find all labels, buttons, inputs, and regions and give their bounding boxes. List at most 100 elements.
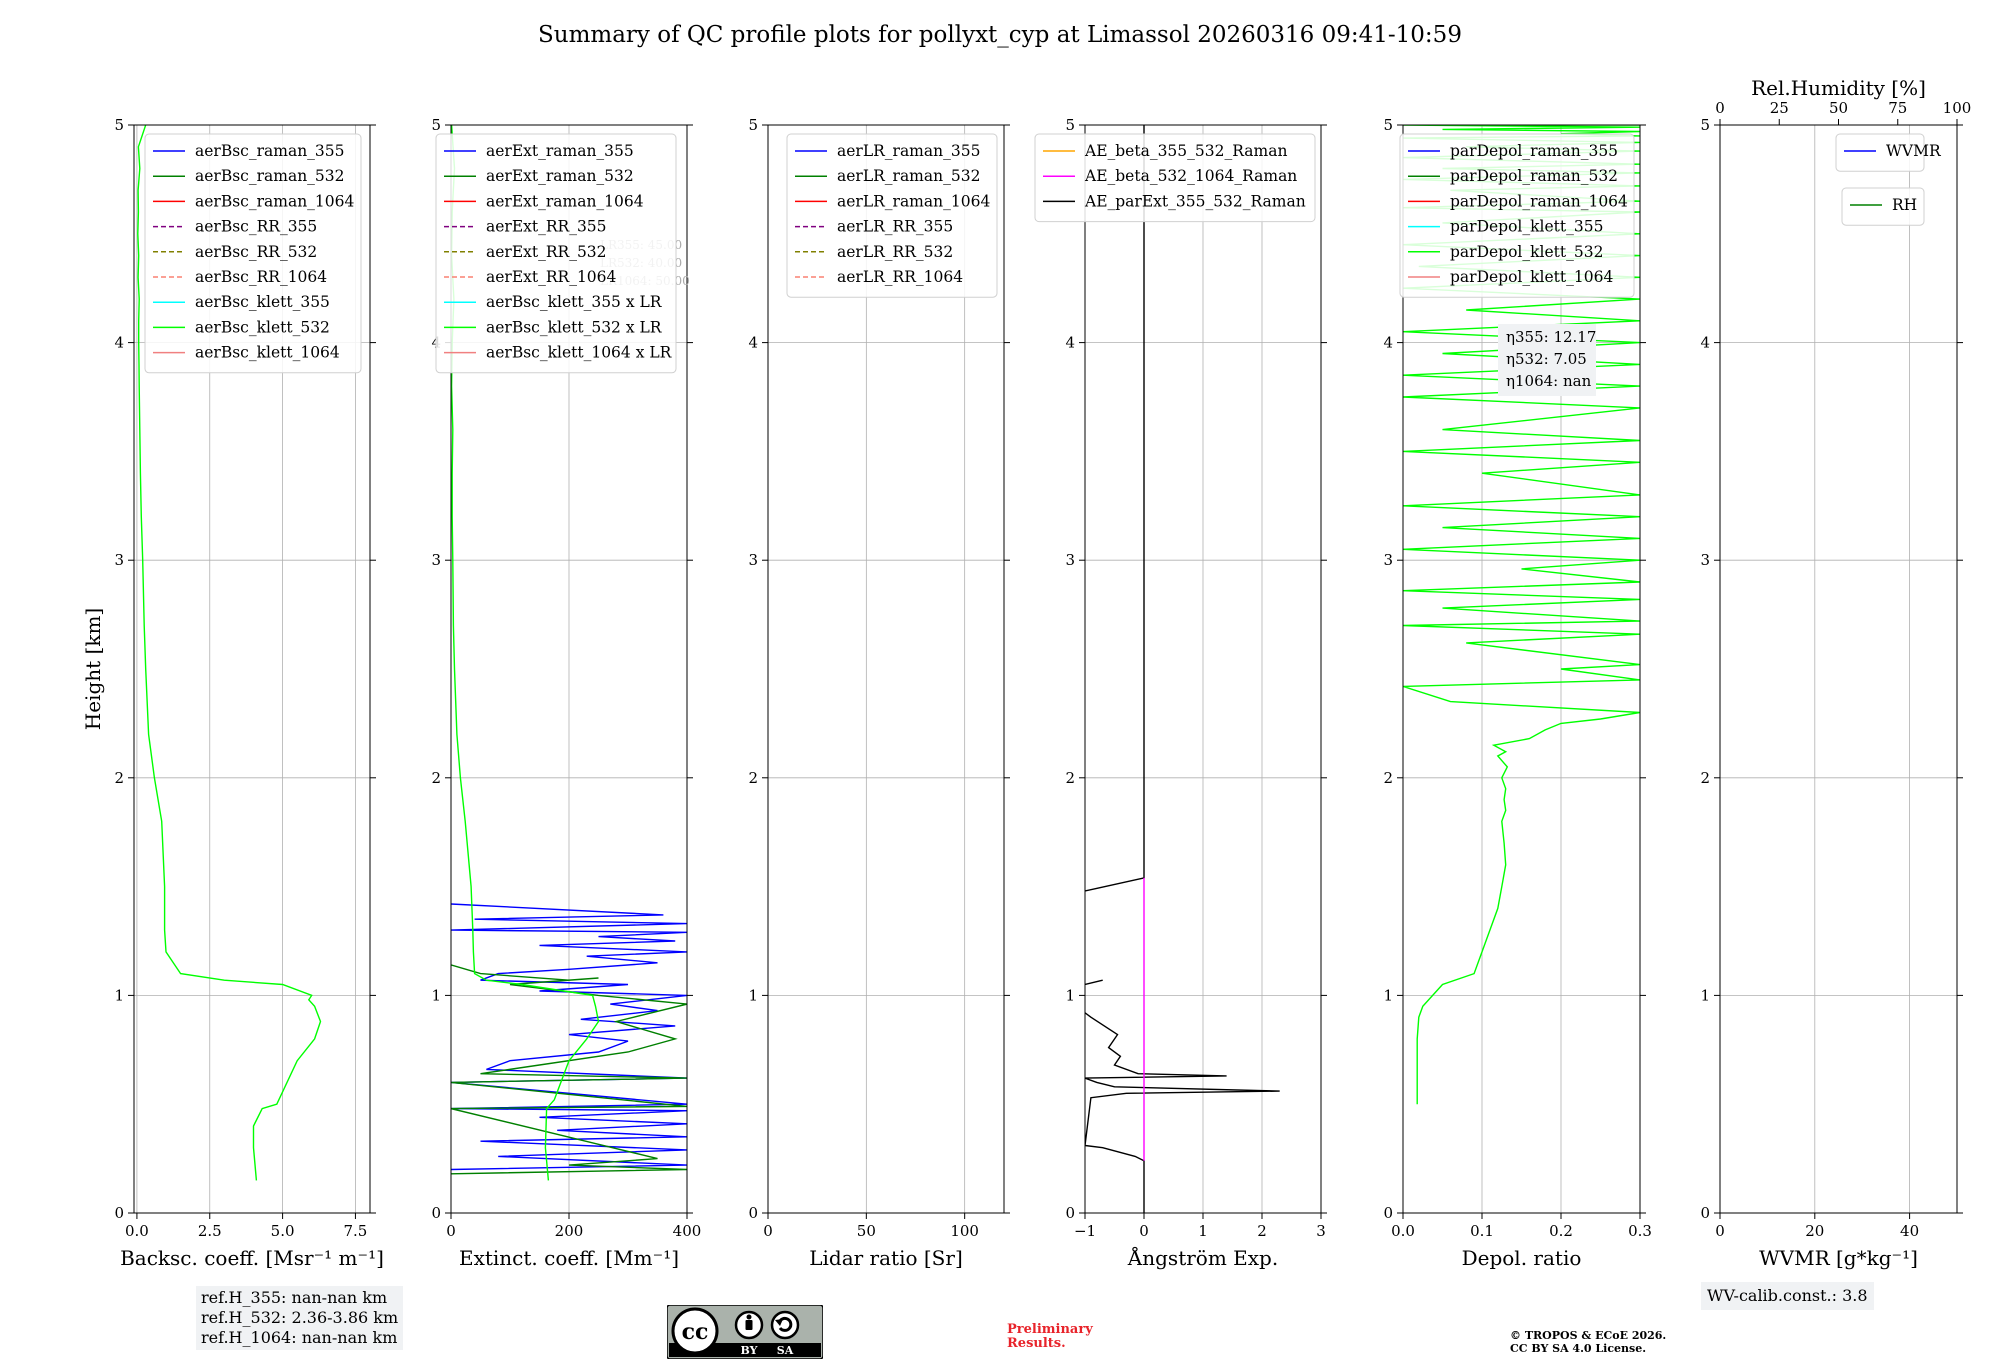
annotation-text: η1064: nan [1506, 372, 1592, 390]
legend-label: parDepol_klett_1064 [1450, 268, 1613, 286]
copyright-line-1: © TROPOS & ECoE 2026. [1510, 1329, 1667, 1342]
y-tick-label: 1 [1700, 986, 1710, 1004]
legend-label: aerBsc_klett_355 x LR [486, 293, 663, 311]
legend-frame [1034, 133, 1316, 223]
y-axis-label: Height [km] [81, 608, 105, 730]
legend-label: AE_beta_355_532_Raman [1084, 142, 1287, 160]
x-tick-label: 3 [1316, 1222, 1326, 1240]
legend-label: aerExt_RR_532 [486, 243, 607, 261]
legend-label: aerLR_raman_355 [837, 142, 980, 160]
top-x-axis-label: Rel.Humidity [%] [1751, 76, 1926, 100]
series-line-aerExt_raman_532 [451, 964, 687, 1175]
legend-label: aerBsc_RR_532 [195, 243, 317, 261]
y-tick-label: 0 [748, 1204, 758, 1222]
legend-label: aerBsc_klett_532 x LR [486, 318, 663, 336]
legend-label: parDepol_klett_532 [1450, 243, 1603, 261]
x-tick-label: 5.0 [271, 1222, 295, 1240]
y-tick-label: 3 [748, 551, 758, 569]
copyright-line-2: CC BY SA 4.0 License. [1510, 1342, 1647, 1355]
legend: aerBsc_raman_355 aerBsc_raman_532 aerBsc_r… [144, 133, 362, 374]
legend-label: AE_beta_532_1064_Raman [1084, 167, 1297, 185]
legend-label: aerBsc_RR_355 [195, 218, 317, 236]
y-tick-label: 1 [1065, 986, 1075, 1004]
x-tick-label: 1 [1198, 1222, 1208, 1240]
x-tick-label: 0.0 [125, 1222, 149, 1240]
legend-label: aerBsc_klett_1064 [195, 344, 340, 362]
annotation-text: η355: 12.17 [1506, 328, 1596, 346]
y-tick-label: 5 [1065, 116, 1075, 134]
y-tick-label: 1 [114, 986, 124, 1004]
y-tick-label: 5 [748, 116, 758, 134]
legend: AE_beta_355_532_Raman AE_beta_532_1064_Ra… [1034, 133, 1316, 223]
legend-label: WVMR [1886, 142, 1942, 160]
top-x-tick-label: 75 [1888, 99, 1907, 117]
legend-label: aerBsc_raman_1064 [195, 192, 355, 210]
legend-label: aerBsc_raman_355 [195, 142, 345, 160]
series-line-aerBsc_klett_532 [137, 125, 322, 1181]
y-tick-label: 2 [1700, 769, 1710, 787]
x-tick-label: 20 [1805, 1222, 1824, 1240]
x-tick-label: 2.5 [198, 1222, 222, 1240]
legend-label: aerBsc_klett_1064 x LR [486, 344, 673, 362]
cc-license-badge: cc BY SA [666, 1304, 824, 1360]
y-tick-label: 4 [748, 334, 758, 352]
subplot-6: 0 20 40 0 1 2 3 4 5 WVMR [g*kg⁻¹] 0 25 50 75 100 Rel.Hu… [1700, 76, 1971, 1270]
legend-label: aerExt_raman_532 [486, 167, 634, 185]
y-tick-label: 3 [114, 551, 124, 569]
legend-frame [144, 133, 362, 374]
x-tick-label: 2 [1257, 1222, 1267, 1240]
y-tick-label: 4 [114, 334, 124, 352]
x-tick-label: 0.3 [1628, 1222, 1652, 1240]
y-tick-label: 2 [431, 769, 441, 787]
figure-title: Summary of QC profile plots for pollyxt_… [538, 22, 1462, 48]
legend-label: AE_parExt_355_532_Raman [1084, 192, 1306, 210]
legend-label: aerExt_RR_355 [486, 218, 607, 236]
subplot-5: 0.0 0.1 0.2 0.3 0 1 2 3 4 5 Depol. ratio η355: 12.1… [1383, 116, 1651, 1270]
x-tick-label: 0 [446, 1222, 456, 1240]
axes-frame [1402, 124, 1641, 1214]
legend-label: aerBsc_klett_355 [195, 293, 330, 311]
subplot-2: 0200400012345Extinct. coeff. [Mm⁻¹]LR355… [431, 116, 701, 1270]
y-tick-label: 5 [1383, 116, 1393, 134]
legend-label: aerLR_RR_355 [837, 218, 953, 236]
series-line-AE_parExt_355_532_Raman [1085, 125, 1145, 892]
ref-height-355: ref.H_355: nan-nan km [201, 1288, 388, 1307]
legend: aerLR_raman_355 aerLR_raman_532 aerLR_rama… [786, 133, 998, 298]
x-tick-label: 400 [673, 1222, 702, 1240]
x-tick-label: 0 [763, 1222, 773, 1240]
y-tick-label: 5 [431, 116, 441, 134]
copyright-note: © TROPOS & ECoE 2026. CC BY SA 4.0 Licens… [1510, 1329, 1666, 1355]
y-tick-label: 0 [114, 1204, 124, 1222]
wv-calib-box: WV-calib.const.: 3.8 [1701, 1282, 1874, 1310]
x-tick-label: 200 [555, 1222, 584, 1240]
top-x-tick-label: 0 [1715, 99, 1725, 117]
legend-label: parDepol_raman_355 [1450, 142, 1618, 160]
legend-label: aerExt_RR_1064 [486, 268, 617, 286]
series-line-AE_parExt_355_532_Raman [1085, 979, 1103, 986]
x-tick-label: 0 [1139, 1222, 1149, 1240]
legend: WVMR [1835, 133, 1942, 172]
ref-height-1064: ref.H_1064: nan-nan km [201, 1328, 398, 1347]
legend-frame [1841, 187, 1925, 226]
legend-frame [1399, 133, 1635, 298]
preliminary-note: Preliminary Results. [1007, 1323, 1093, 1351]
top-x-tick-label: 100 [1943, 99, 1972, 117]
y-tick-label: 4 [1700, 334, 1710, 352]
y-tick-label: 2 [1383, 769, 1393, 787]
x-axis-label: Extinct. coeff. [Mm⁻¹] [459, 1246, 679, 1270]
axes-frame [133, 124, 371, 1214]
y-tick-label: 0 [1700, 1204, 1710, 1222]
y-tick-label: 5 [114, 116, 124, 134]
preliminary-line-1: Preliminary [1007, 1322, 1093, 1337]
legend-label: aerExt_raman_355 [486, 142, 634, 160]
x-tick-label: 0.0 [1391, 1222, 1415, 1240]
legend-frame [1835, 133, 1925, 172]
subplot-3: 0 50 100 0 1 2 3 4 5 Lidar ratio [Sr] aerLR_raman_… [748, 116, 1010, 1270]
y-tick-label: 3 [1383, 551, 1393, 569]
legend-label: aerLR_raman_1064 [837, 192, 990, 210]
y-tick-label: 3 [431, 551, 441, 569]
x-tick-label: 40 [1900, 1222, 1919, 1240]
legend-label: aerBsc_raman_532 [195, 167, 345, 185]
sa-text: SA [777, 1344, 794, 1357]
